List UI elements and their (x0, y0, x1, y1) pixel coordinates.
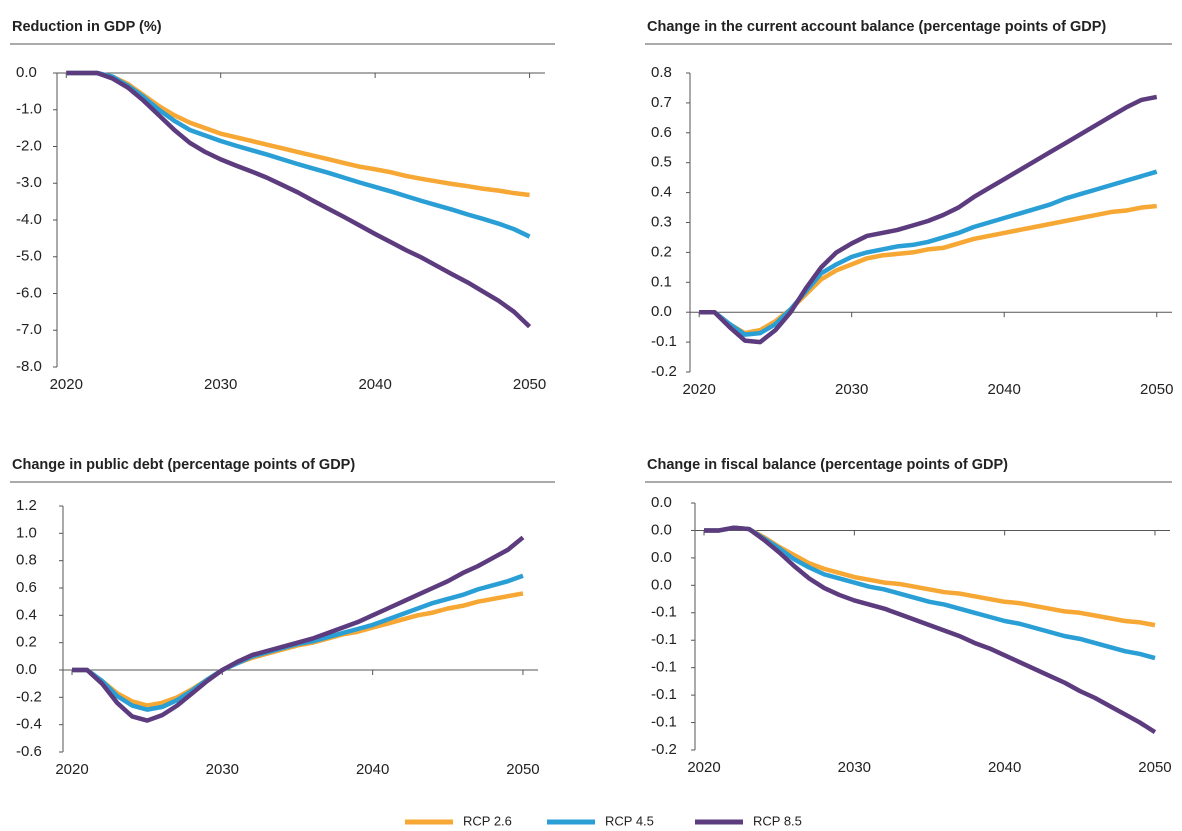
y-tick-label: -5.0 (16, 248, 42, 265)
y-tick-label: 1.0 (16, 524, 37, 541)
y-tick-label: 0.0 (651, 521, 672, 538)
y-tick-label: -4.0 (16, 211, 42, 228)
y-tick-label: 0.0 (651, 303, 672, 320)
y-tick-label: 0.3 (651, 213, 672, 230)
y-tick-label: 0.8 (651, 64, 672, 81)
chart-title: Change in fiscal balance (percentage poi… (647, 457, 1008, 473)
series-line (704, 525, 1157, 735)
y-tick-label: 0.0 (16, 661, 37, 678)
y-tick-label: -3.0 (16, 174, 42, 191)
y-tick-label: 0.2 (651, 243, 672, 260)
series-line (699, 94, 1158, 345)
y-tick-label: -0.1 (651, 686, 677, 703)
x-tick-label: 2050 (1138, 759, 1171, 776)
y-tick-label: 0.0 (16, 64, 37, 81)
y-tick-label: -0.1 (651, 714, 677, 731)
y-tick-label: 0.4 (651, 184, 672, 201)
y-tick-label: -0.2 (16, 688, 42, 705)
chart-title: Reduction in GDP (%) (12, 19, 162, 35)
y-tick-label: 0.0 (651, 494, 672, 511)
x-tick-label: 2050 (1140, 381, 1173, 398)
x-tick-label: 2020 (55, 761, 88, 778)
y-tick-label: 0.0 (651, 576, 672, 593)
y-tick-label: 0.6 (651, 124, 672, 141)
y-tick-label: -0.1 (651, 333, 677, 350)
y-tick-label: -0.2 (651, 363, 677, 380)
y-tick-label: 0.4 (16, 606, 37, 623)
x-tick-label: 2030 (206, 761, 239, 778)
x-tick-label: 2040 (356, 761, 389, 778)
y-tick-label: 0.7 (651, 94, 672, 111)
x-tick-label: 2030 (204, 376, 237, 393)
y-tick-label: 0.5 (651, 154, 672, 171)
x-tick-label: 2030 (835, 381, 868, 398)
x-tick-label: 2040 (988, 381, 1021, 398)
y-tick-label: -8.0 (16, 358, 42, 375)
y-tick-label: 0.6 (16, 579, 37, 596)
y-tick-label: 0.2 (16, 634, 37, 651)
x-tick-label: 2040 (358, 376, 391, 393)
x-tick-label: 2050 (513, 376, 546, 393)
y-tick-label: -0.6 (16, 743, 42, 760)
chart-title: Change in the current account balance (p… (647, 19, 1106, 35)
y-tick-label: 0.8 (16, 552, 37, 569)
legend-label: RCP 8.5 (753, 813, 802, 828)
legend-label: RCP 4.5 (605, 813, 654, 828)
series-line (72, 591, 524, 708)
y-tick-label: -0.4 (16, 716, 42, 733)
y-tick-label: -0.1 (651, 604, 677, 621)
y-tick-label: -6.0 (16, 284, 42, 301)
y-tick-label: 0.1 (651, 273, 672, 290)
x-tick-label: 2020 (50, 376, 83, 393)
series-line (704, 525, 1156, 661)
x-tick-label: 2020 (687, 759, 720, 776)
y-tick-label: -1.0 (16, 101, 42, 118)
legend-label: RCP 2.6 (463, 813, 512, 828)
x-tick-label: 2030 (838, 759, 871, 776)
x-tick-label: 2020 (682, 381, 715, 398)
series-line (66, 70, 532, 329)
x-tick-label: 2050 (506, 761, 539, 778)
y-tick-label: -0.1 (651, 659, 677, 676)
y-tick-label: -0.1 (651, 631, 677, 648)
y-tick-label: -0.2 (651, 741, 677, 758)
x-tick-label: 2040 (988, 759, 1021, 776)
chart-title: Change in public debt (percentage points… (12, 457, 355, 473)
series-line (699, 169, 1158, 337)
series-line (699, 203, 1157, 336)
y-tick-label: -2.0 (16, 137, 42, 154)
series-line (66, 70, 531, 239)
y-tick-label: 1.2 (16, 497, 37, 514)
y-tick-label: -7.0 (16, 321, 42, 338)
y-tick-label: 0.0 (651, 549, 672, 566)
series-line (72, 535, 525, 723)
